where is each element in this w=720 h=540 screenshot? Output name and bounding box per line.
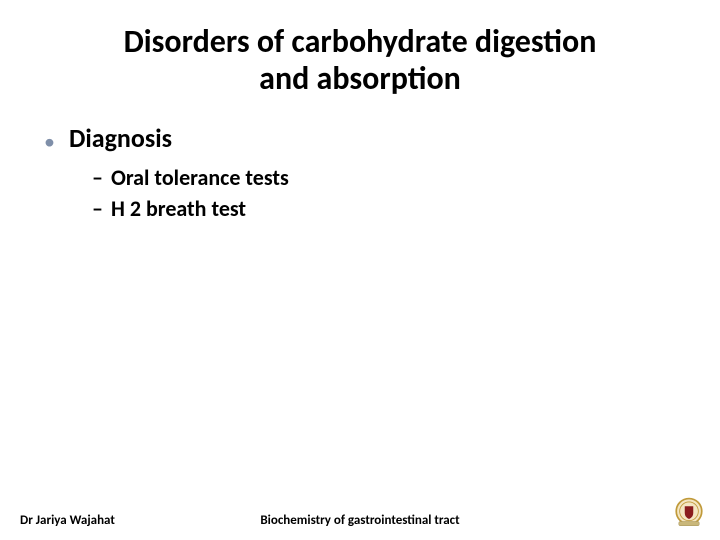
bullet-l2-text: H 2 breath test [111,195,246,222]
slide: Disorders of carbohydrate digestion and … [0,0,720,540]
bullet-level-2-item: – Oral tolerance tests [92,164,680,191]
bullet-level-1: • Diagnosis [44,122,680,154]
bullet-dash-icon: – [92,164,103,191]
slide-footer: Dr Jariya Wajahat Biochemistry of gastro… [0,504,720,528]
institution-logo-icon [672,496,706,530]
slide-title: Disorders of carbohydrate digestion and … [40,24,680,98]
title-line-1: Disorders of carbohydrate digestion [124,22,597,61]
bullet-level-2-item: – H 2 breath test [92,195,680,222]
bullet-dot-icon: • [44,131,55,153]
title-line-2: and absorption [259,59,461,98]
bullet-l1-text: Diagnosis [69,122,172,154]
footer-subject: Biochemistry of gastrointestinal tract [260,513,459,528]
bullet-l2-text: Oral tolerance tests [111,164,289,191]
footer-author: Dr Jariya Wajahat [20,513,115,528]
bullet-dash-icon: – [92,195,103,222]
